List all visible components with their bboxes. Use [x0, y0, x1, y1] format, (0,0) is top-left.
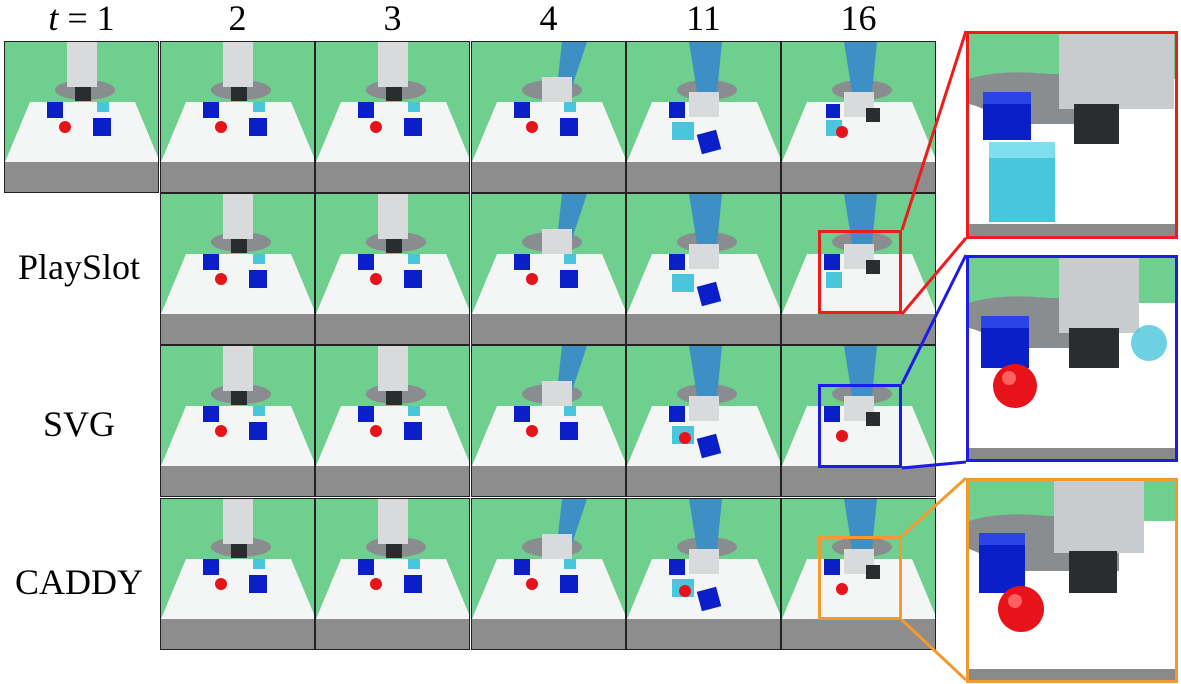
row-label-svg: SVG	[42, 404, 116, 444]
frame-playslot-t4	[471, 193, 626, 345]
frame-svg-t3	[315, 345, 470, 497]
header-t1: t = 1	[4, 0, 159, 38]
frame-caddy-t2	[160, 498, 315, 650]
frame-ground-truth-t16	[781, 41, 936, 193]
row-label-playslot: PlaySlot	[17, 247, 141, 287]
row-label-caddy: CADDY	[14, 562, 143, 602]
frame-caddy-t11	[626, 498, 781, 650]
time-equals-one: = 1	[58, 0, 115, 38]
svg-highlight-box	[818, 384, 902, 468]
svg-zoom-panel	[966, 255, 1178, 462]
frame-caddy-t3	[315, 498, 470, 650]
frame-svg-t4	[471, 345, 626, 497]
caddy-zoom-panel	[966, 478, 1178, 683]
header-t3: 3	[383, 0, 402, 38]
caddy-highlight-box	[818, 536, 902, 620]
header-t2: 2	[228, 0, 247, 38]
frame-ground-truth-t11	[626, 41, 781, 193]
frame-caddy-t4	[471, 498, 626, 650]
time-variable: t	[48, 0, 59, 38]
frame-playslot-t3	[315, 193, 470, 345]
header-t16: 16	[840, 0, 877, 38]
frame-ground-truth-t2	[160, 41, 315, 193]
header-t4: 4	[539, 0, 558, 38]
frame-playslot-t2	[160, 193, 315, 345]
header-t11: 11	[686, 0, 721, 38]
frame-svg-t2	[160, 345, 315, 497]
frame-ground-truth-t3	[315, 41, 470, 193]
frame-ground-truth-t4	[471, 41, 626, 193]
frame-ground-truth-t1	[4, 41, 159, 193]
frame-svg-t11	[626, 345, 781, 497]
playslot-highlight-box	[818, 230, 902, 314]
playslot-zoom-panel	[966, 31, 1178, 239]
frame-svg-t16	[781, 345, 936, 497]
frame-playslot-t11	[626, 193, 781, 345]
